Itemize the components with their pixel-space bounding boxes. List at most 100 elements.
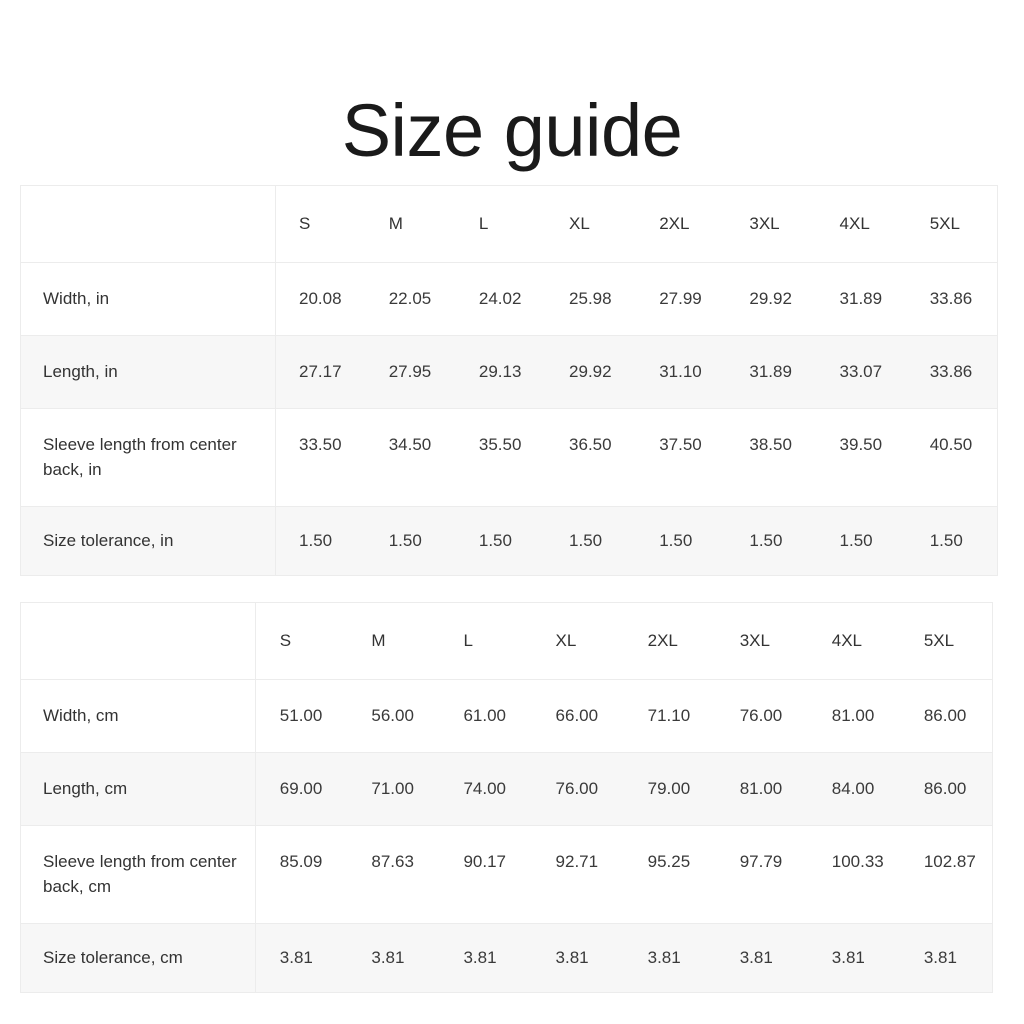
column-header-xl: XL (555, 631, 577, 650)
column-header-3xl: 3XL (749, 214, 780, 233)
cell-value: 27.95 (365, 335, 456, 409)
cell-value: 61.00 (439, 679, 532, 753)
size-table-inches-body: S M L XL 2XL 3XL 4XL 5XL Width, in 20.08… (21, 186, 997, 575)
row-label: Size tolerance, in (21, 505, 277, 575)
cell-value: 90.17 (439, 825, 532, 924)
cell-value: 1.50 (365, 505, 456, 575)
cell-value: 29.92 (546, 335, 637, 409)
corner-cell (21, 603, 256, 680)
cell-value: 1.50 (906, 505, 997, 575)
cell-value: 31.89 (726, 335, 817, 409)
cell-value: 74.00 (439, 752, 532, 826)
cell-value: 1.50 (546, 505, 637, 575)
cell-value: 86.00 (899, 752, 992, 826)
table-row: Sleeve length from center back, cm 85.09… (21, 825, 992, 924)
column-header-m: M (371, 631, 386, 650)
size-table-centimeters: S M L XL 2XL 3XL 4XL 5XL Width, cm 51.00… (20, 602, 993, 993)
cell-value: 1.50 (726, 505, 817, 575)
cell-value: 35.50 (455, 408, 547, 507)
table-row: Length, in 27.17 27.95 29.13 29.92 31.10… (21, 335, 997, 409)
cell-value: 24.02 (455, 262, 547, 336)
cell-value: 85.09 (255, 825, 348, 924)
column-header-xl: XL (569, 214, 590, 233)
table-header-row: S M L XL 2XL 3XL 4XL 5XL (21, 603, 992, 680)
cell-value: 29.92 (726, 262, 817, 336)
cell-value: 31.89 (816, 262, 907, 336)
row-label: Width, cm (21, 679, 256, 753)
table-row: Width, in 20.08 22.05 24.02 25.98 27.99 … (21, 262, 997, 336)
cell-value: 40.50 (906, 408, 997, 507)
cell-value: 33.50 (275, 408, 366, 507)
cell-value: 3.81 (715, 922, 808, 992)
cell-value: 100.33 (807, 825, 900, 924)
column-header-l: L (463, 631, 473, 650)
column-header-5xl: 5XL (929, 214, 960, 233)
cell-value: 27.17 (275, 335, 366, 409)
cell-value: 84.00 (807, 752, 900, 826)
row-label: Width, in (21, 262, 277, 336)
cell-value: 1.50 (816, 505, 907, 575)
cell-value: 39.50 (816, 408, 907, 507)
table-row: Sleeve length from center back, in 33.50… (21, 408, 997, 507)
cell-value: 36.50 (546, 408, 637, 507)
cell-value: 1.50 (275, 505, 366, 575)
row-label: Size tolerance, cm (21, 922, 256, 992)
cell-value: 27.99 (636, 262, 727, 336)
cell-value: 66.00 (531, 679, 624, 753)
column-header-4xl: 4XL (839, 214, 870, 233)
cell-value: 34.50 (365, 408, 456, 507)
column-header-l: L (478, 214, 489, 233)
row-label: Length, in (21, 335, 277, 409)
column-header-3xl: 3XL (739, 631, 770, 650)
cell-value: 33.86 (906, 335, 997, 409)
cell-value: 97.79 (715, 825, 808, 924)
cell-value: 76.00 (531, 752, 624, 826)
cell-value: 1.50 (636, 505, 727, 575)
cell-value: 37.50 (636, 408, 727, 507)
row-label: Sleeve length from center back, in (21, 408, 277, 507)
cell-value: 29.13 (455, 335, 547, 409)
cell-value: 102.87 (899, 825, 992, 924)
cell-value: 3.81 (347, 922, 440, 992)
table-row: Length, cm 69.00 71.00 74.00 76.00 79.00… (21, 752, 992, 826)
cell-value: 69.00 (255, 752, 348, 826)
size-table-inches-grid: S M L XL 2XL 3XL 4XL 5XL Width, in 20.08… (21, 186, 997, 575)
cell-value: 33.86 (906, 262, 997, 336)
column-header-s: S (299, 214, 311, 233)
cell-value: 31.10 (636, 335, 727, 409)
cell-value: 95.25 (623, 825, 716, 924)
column-header-4xl: 4XL (831, 631, 863, 650)
size-table-centimeters-grid: S M L XL 2XL 3XL 4XL 5XL Width, cm 51.00… (21, 603, 992, 992)
cell-value: 3.81 (255, 922, 348, 992)
column-header-m: M (388, 214, 403, 233)
cell-value: 38.50 (726, 408, 817, 507)
cell-value: 71.00 (347, 752, 440, 826)
cell-value: 20.08 (275, 262, 366, 336)
cell-value: 76.00 (715, 679, 808, 753)
cell-value: 81.00 (715, 752, 808, 826)
cell-value: 79.00 (623, 752, 716, 826)
cell-value: 3.81 (899, 922, 992, 992)
size-table-inches: S M L XL 2XL 3XL 4XL 5XL Width, in 20.08… (20, 185, 998, 576)
cell-value: 22.05 (365, 262, 456, 336)
cell-value: 86.00 (899, 679, 992, 753)
cell-value: 71.10 (623, 679, 716, 753)
cell-value: 3.81 (807, 922, 900, 992)
cell-value: 51.00 (255, 679, 348, 753)
cell-value: 87.63 (347, 825, 440, 924)
table-row: Size tolerance, in 1.50 1.50 1.50 1.50 1… (21, 505, 997, 575)
row-label: Length, cm (21, 752, 256, 826)
cell-value: 56.00 (347, 679, 440, 753)
table-row: Width, cm 51.00 56.00 61.00 66.00 71.10 … (21, 679, 992, 753)
row-label: Sleeve length from center back, cm (21, 825, 256, 924)
cell-value: 25.98 (546, 262, 637, 336)
corner-cell (21, 186, 277, 263)
cell-value: 3.81 (439, 922, 532, 992)
cell-value: 92.71 (531, 825, 624, 924)
size-table-centimeters-body: S M L XL 2XL 3XL 4XL 5XL Width, cm 51.00… (21, 603, 992, 992)
table-row: Size tolerance, cm 3.81 3.81 3.81 3.81 3… (21, 922, 992, 992)
cell-value: 3.81 (623, 922, 716, 992)
table-header-row: S M L XL 2XL 3XL 4XL 5XL (21, 186, 997, 263)
cell-value: 3.81 (531, 922, 624, 992)
